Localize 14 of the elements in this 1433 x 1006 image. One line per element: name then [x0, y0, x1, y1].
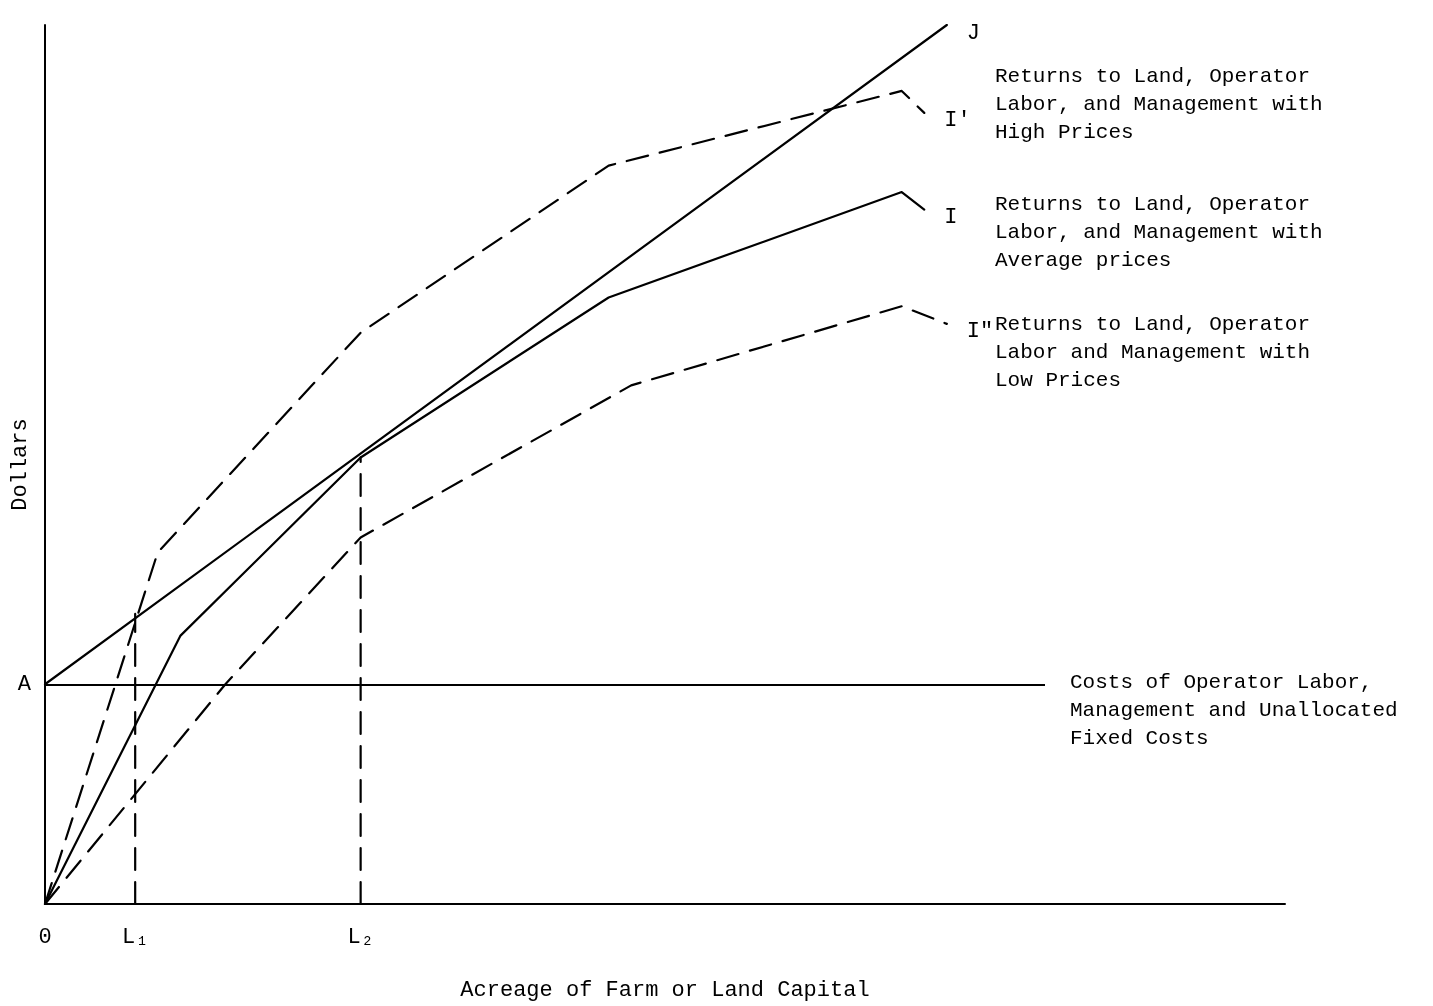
x-tick-label: 0 [38, 924, 52, 950]
x-axis-title: Acreage of Farm or Land Capital [460, 977, 870, 1003]
y-axis-title: Dollars [7, 418, 33, 511]
annotation: Returns to Land, Operator Labor, and Management with Average prices [995, 192, 1336, 272]
series-label: I' [944, 108, 971, 134]
ref-line-label: A [17, 671, 32, 697]
series-label: I" [966, 319, 994, 345]
x-tick-label: L₁ [121, 924, 149, 950]
series-label: I [944, 205, 958, 231]
x-tick-label: L₂ [347, 924, 374, 950]
series-label: J [966, 20, 981, 46]
annotation: Returns to Land, Operator Labor, and Management with High Prices [995, 64, 1336, 144]
annotation: Costs of Operator Labor, Management and Unallocated Fixed Costs [1070, 670, 1411, 750]
annotation: Returns to Land, Operator Labor and Management with Low Prices [995, 312, 1323, 392]
